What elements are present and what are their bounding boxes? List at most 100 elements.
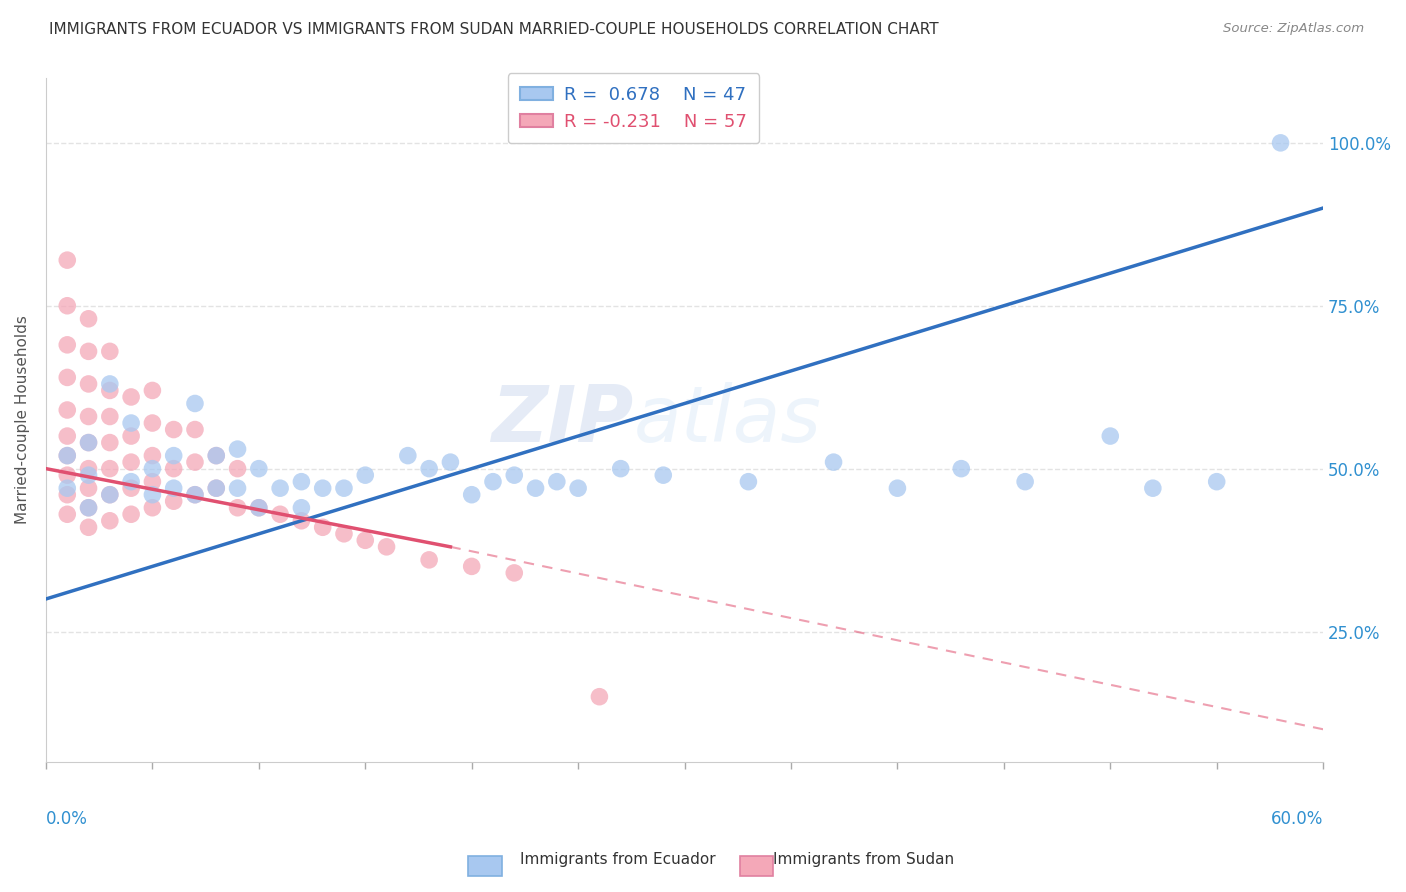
Point: [56, 508, 79, 522]
Point: [418, 461, 440, 475]
Point: [247, 500, 270, 515]
Y-axis label: Married-couple Households: Married-couple Households: [15, 316, 30, 524]
Point: [205, 449, 228, 463]
Point: [184, 423, 207, 437]
Point: [1014, 475, 1036, 489]
Point: [120, 455, 142, 469]
Point: [98, 384, 121, 398]
Point: [141, 449, 163, 463]
Point: [312, 520, 335, 534]
Point: [269, 508, 291, 522]
Text: ZIP: ZIP: [491, 382, 634, 458]
Point: [524, 481, 547, 495]
Point: [77, 520, 100, 534]
Point: [120, 390, 142, 404]
Point: [333, 526, 356, 541]
Point: [567, 481, 589, 495]
Point: [226, 461, 249, 475]
Point: [354, 533, 377, 548]
Point: [290, 514, 312, 528]
Point: [56, 468, 79, 483]
Point: [98, 376, 121, 391]
Point: [333, 481, 356, 495]
Point: [56, 299, 79, 313]
Point: [120, 481, 142, 495]
Point: [141, 475, 163, 489]
Point: [98, 488, 121, 502]
Point: [56, 449, 79, 463]
Point: [141, 461, 163, 475]
Point: [56, 429, 79, 443]
Point: [1205, 475, 1227, 489]
Point: [98, 461, 121, 475]
Point: [98, 409, 121, 424]
Point: [205, 481, 228, 495]
Point: [184, 396, 207, 410]
Point: [950, 461, 973, 475]
Point: [609, 461, 631, 475]
Point: [120, 475, 142, 489]
Point: [823, 455, 845, 469]
Point: [1142, 481, 1164, 495]
Point: [56, 370, 79, 384]
Point: [77, 461, 100, 475]
Point: [205, 481, 228, 495]
Point: [737, 475, 759, 489]
Point: [120, 416, 142, 430]
Point: [163, 481, 186, 495]
Point: [226, 442, 249, 456]
Point: [205, 449, 228, 463]
Point: [460, 488, 482, 502]
Point: [226, 500, 249, 515]
Point: [1270, 136, 1292, 150]
Point: [77, 409, 100, 424]
Point: [77, 435, 100, 450]
Point: [184, 488, 207, 502]
Point: [77, 311, 100, 326]
Point: [98, 435, 121, 450]
Point: [56, 481, 79, 495]
Point: [354, 468, 377, 483]
Point: [163, 494, 186, 508]
Point: [163, 449, 186, 463]
Point: [163, 423, 186, 437]
Point: [1099, 429, 1122, 443]
Point: [120, 508, 142, 522]
Text: Immigrants from Sudan: Immigrants from Sudan: [773, 852, 955, 867]
Point: [56, 338, 79, 352]
Point: [98, 344, 121, 359]
Point: [269, 481, 291, 495]
Point: [141, 500, 163, 515]
Point: [56, 403, 79, 417]
Text: Source: ZipAtlas.com: Source: ZipAtlas.com: [1223, 22, 1364, 36]
Point: [546, 475, 568, 489]
Point: [77, 481, 100, 495]
Point: [503, 566, 526, 580]
Point: [375, 540, 398, 554]
Point: [141, 384, 163, 398]
Point: [77, 344, 100, 359]
Point: [460, 559, 482, 574]
Point: [141, 416, 163, 430]
Point: [98, 488, 121, 502]
Text: Immigrants from Ecuador: Immigrants from Ecuador: [520, 852, 716, 867]
Point: [77, 376, 100, 391]
Point: [56, 488, 79, 502]
Point: [312, 481, 335, 495]
Point: [247, 461, 270, 475]
Text: 60.0%: 60.0%: [1271, 810, 1323, 828]
Point: [163, 461, 186, 475]
Point: [141, 488, 163, 502]
Text: atlas: atlas: [634, 382, 821, 458]
Point: [120, 429, 142, 443]
Point: [439, 455, 461, 469]
Point: [290, 500, 312, 515]
Point: [247, 500, 270, 515]
Point: [184, 488, 207, 502]
Point: [588, 690, 610, 704]
Point: [77, 468, 100, 483]
Legend: R =  0.678    N = 47, R = -0.231    N = 57: R = 0.678 N = 47, R = -0.231 N = 57: [508, 73, 759, 144]
Point: [56, 253, 79, 268]
Point: [226, 481, 249, 495]
Point: [290, 475, 312, 489]
